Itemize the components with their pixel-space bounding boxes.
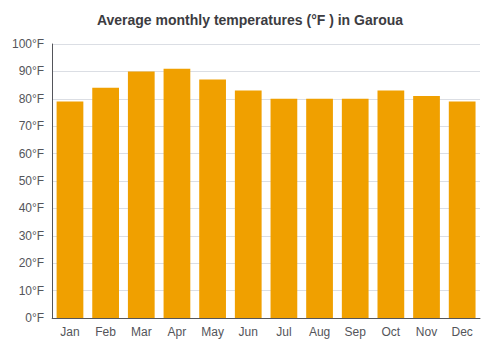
svg-text:Jul: Jul xyxy=(276,325,291,339)
svg-text:Nov: Nov xyxy=(416,325,437,339)
svg-text:Average monthly temperatures (: Average monthly temperatures (°F ) in Ga… xyxy=(97,12,403,28)
svg-text:Jan: Jan xyxy=(60,325,79,339)
svg-text:70°F: 70°F xyxy=(19,119,44,133)
svg-text:50°F: 50°F xyxy=(19,174,44,188)
svg-text:May: May xyxy=(201,325,224,339)
svg-text:60°F: 60°F xyxy=(19,147,44,161)
svg-text:80°F: 80°F xyxy=(19,92,44,106)
svg-text:Feb: Feb xyxy=(95,325,116,339)
svg-text:100°F: 100°F xyxy=(12,37,44,51)
svg-text:Mar: Mar xyxy=(131,325,152,339)
svg-text:Aug: Aug xyxy=(309,325,330,339)
svg-text:10°F: 10°F xyxy=(19,284,44,298)
svg-text:30°F: 30°F xyxy=(19,229,44,243)
svg-text:90°F: 90°F xyxy=(19,64,44,78)
svg-text:40°F: 40°F xyxy=(19,201,44,215)
svg-text:0°F: 0°F xyxy=(25,311,44,325)
svg-text:Oct: Oct xyxy=(382,325,401,339)
svg-text:Sep: Sep xyxy=(345,325,367,339)
svg-text:Jun: Jun xyxy=(239,325,258,339)
svg-text:Dec: Dec xyxy=(452,325,473,339)
svg-text:Apr: Apr xyxy=(168,325,187,339)
svg-text:20°F: 20°F xyxy=(19,256,44,270)
